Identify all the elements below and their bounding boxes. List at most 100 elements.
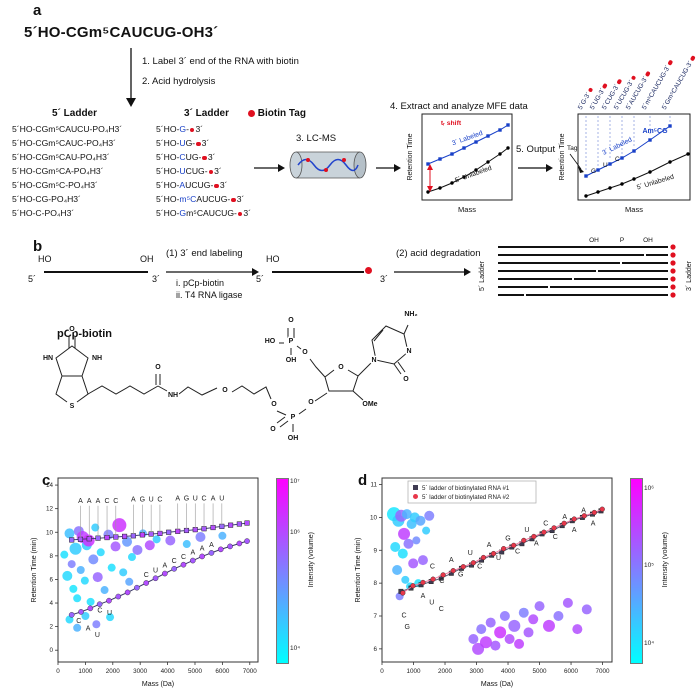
residue-letter: A (175, 495, 180, 502)
ladder3-row: 5´HO-UCUG- 3´ (156, 164, 251, 178)
data-point (424, 510, 435, 521)
colorbar-tick: 10⁵ (644, 562, 654, 570)
series-point (228, 522, 234, 528)
panel-b-label: b (33, 238, 43, 255)
x-axis-label: Mass (Da) (142, 681, 174, 688)
degradation-arrow-icon (394, 268, 471, 276)
series-point (180, 561, 187, 568)
ho-label: HO (266, 254, 280, 264)
data-point (479, 636, 492, 649)
series-point (68, 612, 75, 618)
atom-label: HN (43, 355, 53, 362)
ladder3-prefix: 5´HO- (156, 194, 180, 204)
x-tick-label: 3000 (470, 668, 485, 675)
residue-letter: C (157, 497, 162, 504)
x-tick-label: 2000 (438, 668, 453, 675)
series-point (511, 542, 517, 548)
ladder5-row: 5´HO-CGm⁵CA-PO₄H3´ (12, 166, 104, 176)
data-point (64, 528, 75, 539)
data-point (91, 523, 100, 532)
labeling-arrow-icon (166, 268, 259, 276)
residue-letter: C (430, 563, 435, 570)
y-tick-label: 8 (49, 553, 53, 560)
series-point (152, 575, 159, 582)
chart-d: 0 1000 2000 3000 4000 5000 6000 7000 6 7 8 9 10 11 Mas… (352, 468, 700, 688)
data-point (69, 542, 82, 555)
data-point (76, 566, 85, 574)
residue-letter: A (562, 514, 567, 521)
residue-letter: A (487, 542, 492, 549)
series-point (87, 605, 94, 612)
series-point (551, 525, 557, 531)
y-tick-label: 9 (373, 547, 377, 554)
series-point (561, 520, 567, 526)
data-point (60, 550, 69, 559)
data-point (152, 535, 161, 544)
step-2-label: 2. Acid hydrolysis (142, 76, 216, 87)
data-point (122, 536, 133, 547)
y-tick-label: 4 (49, 600, 53, 607)
atom-label: O (270, 426, 276, 433)
atom-label: NH (168, 392, 178, 399)
residue-letter: G (184, 495, 189, 502)
ladder3-row: 5´HO-m⁵CAUCUG- 3´ (156, 192, 251, 206)
ladder3-prefix: 5´HO- (156, 152, 180, 162)
data-point (504, 634, 515, 644)
data-point (528, 614, 539, 625)
residue-letter: A (87, 498, 92, 505)
legend-marker (413, 485, 418, 490)
residue-letter: C (97, 607, 102, 614)
ladder3-blue-residue: U (179, 166, 186, 176)
data-point (514, 638, 525, 649)
residue-letter: C (402, 613, 407, 620)
five-prime-label: 5´ (28, 274, 37, 284)
y-tick-label: 10 (370, 514, 378, 521)
ladder3-rest: UCUG- (185, 180, 214, 190)
panel-c-label: c (42, 472, 51, 489)
residue-letter: C (439, 578, 444, 585)
residue-letter: U (149, 497, 154, 504)
mfe-y-axis-label: Retention Time (407, 133, 414, 180)
ladder5-row: 5´HO-CG-PO₄H3´ (12, 194, 81, 204)
ladder3-row: 5´HO-AUCUG- 3´ (156, 178, 251, 192)
residue-letter: A (421, 593, 426, 600)
atom-label: N (371, 357, 376, 364)
x-tick-label: 6000 (564, 668, 579, 675)
series-point (143, 580, 150, 586)
ladder3-blue-residue: G (179, 208, 187, 218)
residue-letter: A (163, 563, 168, 570)
colorbar-tick: 10⁶ (290, 529, 300, 537)
ladder3-suffix: 3´ (243, 208, 252, 218)
y-tick-label: 12 (46, 506, 54, 513)
biotin-dot-icon (208, 169, 214, 174)
rna-strand-line (44, 271, 148, 273)
series-point (521, 537, 527, 544)
data-point (96, 548, 105, 557)
data-point (62, 570, 73, 581)
series-point (86, 536, 92, 542)
x-tick-label: 1000 (78, 668, 93, 675)
series-point (134, 584, 140, 591)
data-point (398, 527, 411, 540)
residue-letter: U (468, 550, 473, 557)
x-tick-label: 5000 (533, 668, 548, 675)
data-point (542, 619, 555, 632)
ladder3-prefix: 5´HO- (156, 208, 180, 218)
five-prime-label: 5´ (256, 274, 265, 284)
series-point (78, 609, 84, 615)
labeled-series (584, 124, 672, 178)
three-prime-label: 3´ (380, 274, 389, 284)
colorbar-label: Intensity (volume) (662, 532, 669, 588)
ladder3-rest: AUCUG- (196, 194, 231, 204)
residue-letter: A (78, 498, 83, 505)
atom-label: P (289, 338, 294, 345)
ladder3-prefix: 5´HO- (156, 124, 180, 134)
atom-label: S (70, 403, 75, 410)
end-oh-label: OH (589, 237, 599, 244)
blue-residues-label: Am⁵CG (642, 128, 668, 135)
series-point (571, 516, 577, 522)
x-tick-label: 7000 (596, 668, 611, 675)
series-point (115, 593, 122, 600)
atom-label: O (338, 364, 344, 371)
